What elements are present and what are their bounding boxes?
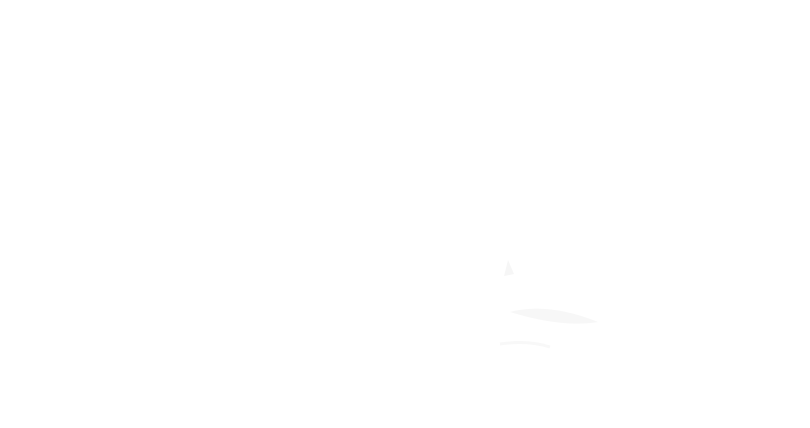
sail-shape [504, 260, 514, 276]
faint-sailboat-icon [499, 260, 598, 349]
water-line-shape [499, 341, 551, 349]
faint-title [503, 104, 598, 128]
boat-hull-shape [510, 308, 598, 324]
